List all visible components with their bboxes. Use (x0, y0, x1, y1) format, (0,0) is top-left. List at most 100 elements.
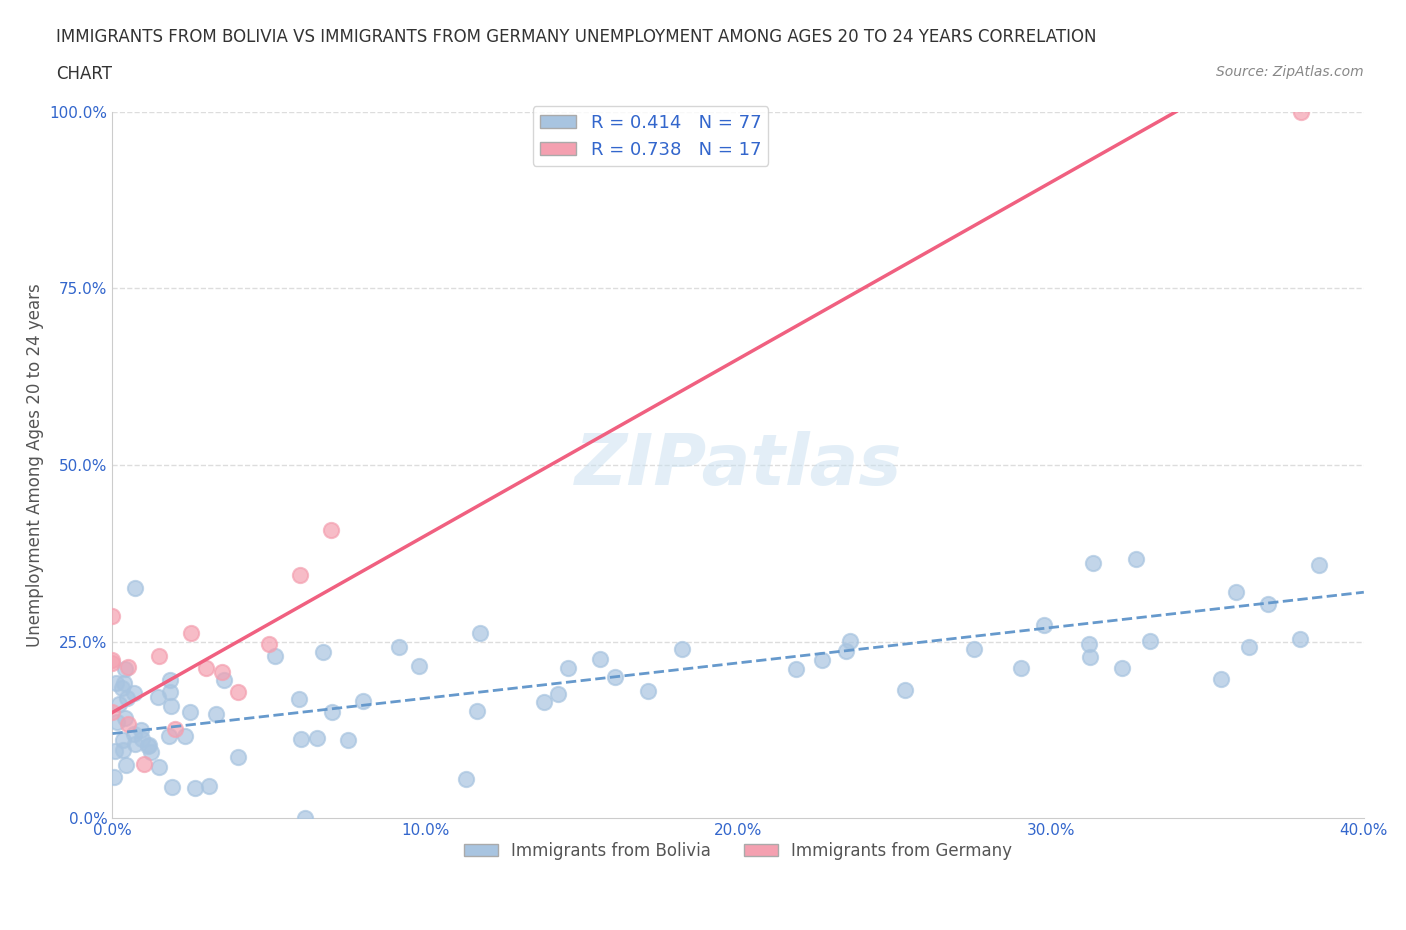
Point (894, 682, 917, 697)
Point (132, 756, 155, 771)
Point (124, 737, 146, 751)
Point (287, 692, 309, 707)
Point (290, 731, 312, 746)
Point (112, 676, 135, 691)
Point (179, 705, 201, 720)
Point (557, 660, 579, 675)
Point (197, 778, 219, 793)
Point (205, 707, 228, 722)
Point (785, 661, 807, 676)
Point (1239, 640, 1261, 655)
Point (114, 711, 136, 725)
Y-axis label: Unemployment Among Ages 20 to 24 years: Unemployment Among Ages 20 to 24 years (27, 283, 44, 647)
Point (408, 659, 430, 674)
Point (195, 661, 218, 676)
Point (148, 648, 170, 663)
Point (533, 694, 555, 709)
Point (122, 726, 145, 741)
Point (105, 715, 128, 730)
Point (839, 633, 862, 648)
Point (159, 684, 181, 699)
Point (117, 691, 139, 706)
Point (122, 685, 145, 700)
Point (1308, 557, 1330, 572)
Point (103, 770, 125, 785)
Point (1289, 632, 1312, 647)
Point (1111, 661, 1133, 676)
Point (294, 811, 316, 826)
Point (1257, 596, 1279, 611)
Point (1125, 551, 1147, 566)
Point (104, 744, 127, 759)
Point (290, 567, 312, 582)
Point (112, 742, 135, 757)
Point (589, 652, 612, 667)
Point (101, 608, 124, 623)
Point (114, 661, 136, 676)
Point (157, 729, 180, 744)
Point (180, 626, 202, 641)
Point (131, 732, 153, 747)
Point (1291, 104, 1313, 119)
Point (312, 644, 335, 659)
Point (117, 659, 139, 674)
Point (1225, 585, 1247, 600)
Point (139, 745, 162, 760)
Point (148, 760, 170, 775)
Point (101, 704, 124, 719)
Point (1083, 556, 1105, 571)
Point (1078, 650, 1101, 665)
Point (637, 684, 659, 698)
Point (1139, 633, 1161, 648)
Point (811, 653, 834, 668)
Point (173, 729, 195, 744)
Point (603, 670, 626, 684)
Point (108, 697, 131, 711)
Legend: Immigrants from Bolivia, Immigrants from Germany: Immigrants from Bolivia, Immigrants from… (458, 835, 1018, 867)
Point (111, 681, 134, 696)
Text: Source: ZipAtlas.com: Source: ZipAtlas.com (1216, 65, 1364, 79)
Point (263, 648, 285, 663)
Point (212, 672, 235, 687)
Point (146, 689, 169, 704)
Point (163, 722, 186, 737)
Point (211, 665, 233, 680)
Point (388, 640, 411, 655)
Point (321, 705, 343, 720)
Point (184, 781, 207, 796)
Point (1209, 672, 1232, 687)
Point (454, 772, 477, 787)
Point (467, 703, 489, 718)
Point (671, 642, 693, 657)
Text: ZIPatlas: ZIPatlas (575, 431, 901, 499)
Point (226, 684, 249, 699)
Point (337, 733, 360, 748)
Point (321, 523, 343, 538)
Point (115, 758, 138, 773)
Point (160, 698, 183, 713)
Point (136, 739, 159, 754)
Point (352, 694, 374, 709)
Point (138, 737, 160, 752)
Point (962, 641, 984, 656)
Text: CHART: CHART (56, 65, 112, 83)
Point (105, 676, 128, 691)
Point (101, 656, 124, 671)
Text: IMMIGRANTS FROM BOLIVIA VS IMMIGRANTS FROM GERMANY UNEMPLOYMENT AMONG AGES 20 TO: IMMIGRANTS FROM BOLIVIA VS IMMIGRANTS FR… (56, 28, 1097, 46)
Point (160, 779, 183, 794)
Point (129, 722, 152, 737)
Point (1033, 618, 1056, 632)
Point (159, 673, 181, 688)
Point (547, 687, 569, 702)
Point (305, 731, 328, 746)
Point (112, 733, 135, 748)
Point (470, 626, 492, 641)
Point (226, 750, 249, 764)
Point (1078, 637, 1101, 652)
Point (1010, 661, 1032, 676)
Point (124, 580, 146, 595)
Point (117, 717, 139, 732)
Point (835, 644, 858, 658)
Point (101, 653, 124, 668)
Point (257, 637, 280, 652)
